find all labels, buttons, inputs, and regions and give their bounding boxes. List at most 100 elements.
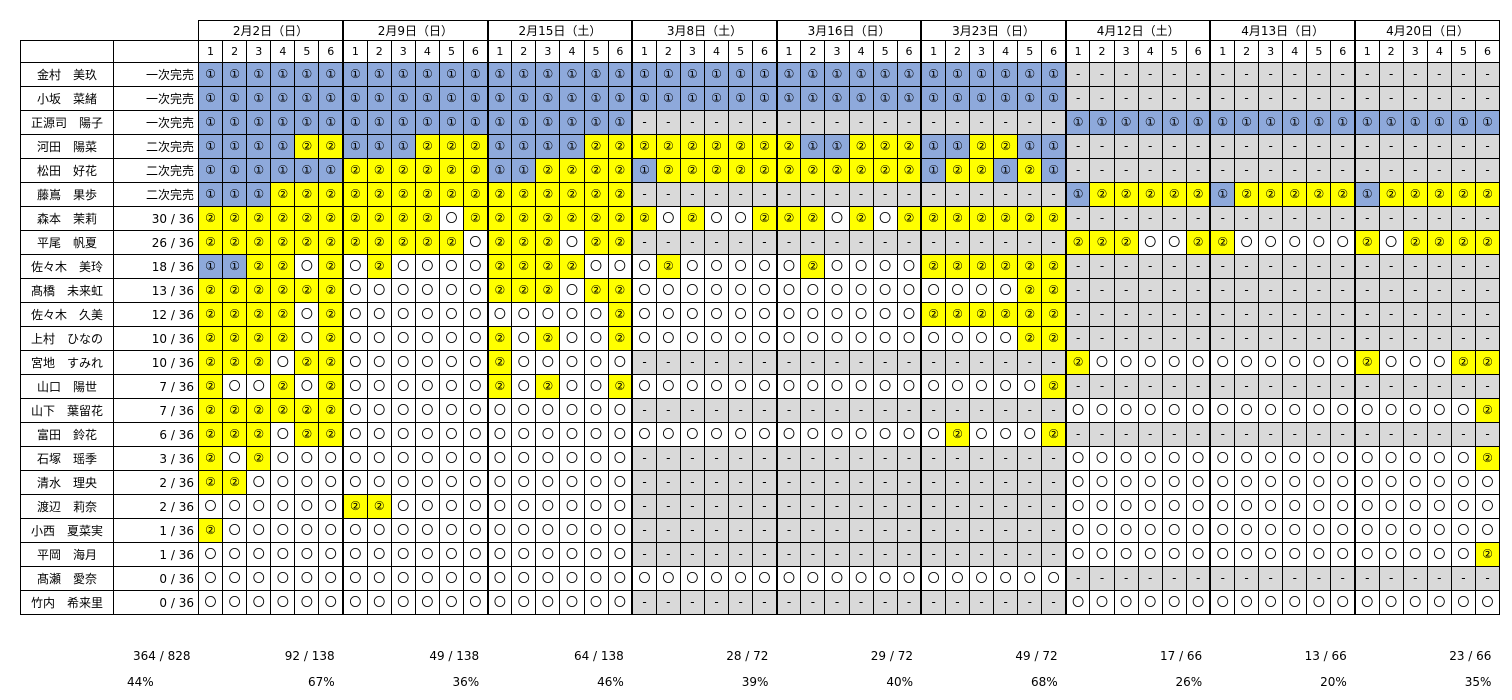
slot-cell: ① bbox=[197, 254, 224, 279]
slot-cell: - bbox=[703, 230, 730, 255]
slot-cell: - bbox=[800, 398, 826, 423]
slot-cell: - bbox=[631, 470, 657, 495]
slot-cell: 〇 bbox=[1450, 590, 1476, 615]
slot-cell: 〇 bbox=[342, 542, 368, 567]
slot-cell: ① bbox=[800, 62, 826, 87]
date-header: 3月8日（土） bbox=[631, 20, 778, 41]
slot-cell: 〇 bbox=[1402, 446, 1428, 471]
slot-cell: 〇 bbox=[342, 326, 368, 351]
slot-cell: 〇 bbox=[775, 326, 802, 351]
slot-cell: - bbox=[1017, 470, 1043, 495]
slot-cell: 〇 bbox=[583, 302, 609, 327]
slot-cell: ② bbox=[583, 230, 609, 255]
slot-cell: 〇 bbox=[1474, 590, 1501, 615]
slot-cell: - bbox=[1209, 62, 1236, 87]
member-status: 0 / 36 bbox=[113, 590, 199, 615]
slot-cell: - bbox=[631, 350, 657, 375]
slot-cell: 〇 bbox=[559, 566, 585, 591]
slot-header: 1 bbox=[1209, 40, 1236, 63]
slot-cell: - bbox=[775, 398, 802, 423]
slot-cell: ① bbox=[535, 134, 561, 159]
slot-header: 4 bbox=[559, 40, 585, 63]
slot-cell: ① bbox=[366, 62, 392, 87]
slot-cell: - bbox=[1137, 254, 1163, 279]
slot-cell: 〇 bbox=[1089, 542, 1115, 567]
slot-cell: - bbox=[1089, 302, 1115, 327]
table-row: 上村 ひなの 10 / 36 ② ② ② ② 〇 ② 〇〇〇〇〇〇 ② 〇 ② 〇〇 ② 〇〇〇〇〇〇〇〇〇… bbox=[20, 326, 1501, 351]
slot-cell: - bbox=[1402, 158, 1428, 183]
slot-cell: ② bbox=[486, 350, 513, 375]
slot-cell: ② bbox=[1041, 422, 1067, 447]
slot-cell: ② bbox=[246, 422, 272, 447]
slot-cell: - bbox=[703, 542, 730, 567]
slot-cell: - bbox=[1258, 374, 1284, 399]
slot-cell: 〇 bbox=[848, 374, 874, 399]
slot-cell: - bbox=[800, 494, 826, 519]
slot-cell: ② bbox=[1450, 182, 1476, 207]
slot-cell: 〇 bbox=[1161, 590, 1187, 615]
slot-cell: 〇 bbox=[1282, 350, 1308, 375]
slot-cell: - bbox=[1209, 254, 1236, 279]
member-name: 山口 陽世 bbox=[20, 374, 114, 399]
slot-cell: - bbox=[896, 230, 922, 255]
slot-header: 2 bbox=[366, 40, 392, 63]
slot-cell: 〇 bbox=[222, 566, 248, 591]
slot-cell: ② bbox=[366, 494, 392, 519]
slot-cell: - bbox=[752, 398, 778, 423]
slot-cell: - bbox=[1353, 302, 1380, 327]
slot-cell: 〇 bbox=[775, 254, 802, 279]
slot-cell: 〇 bbox=[294, 542, 320, 567]
slot-cell: - bbox=[655, 446, 681, 471]
slot-cell: ① bbox=[246, 182, 272, 207]
slot-cell: ② bbox=[414, 206, 440, 231]
slot-header: 3 bbox=[824, 40, 850, 63]
slot-cell: ② bbox=[1450, 230, 1476, 255]
slot-cell: ② bbox=[1474, 350, 1501, 375]
slot-cell: - bbox=[1306, 158, 1332, 183]
slot-cell: 〇 bbox=[486, 566, 513, 591]
slot-cell: ② bbox=[318, 182, 344, 207]
slot-cell: 〇 bbox=[679, 374, 705, 399]
slot-cell: ② bbox=[197, 326, 224, 351]
slot-cell: - bbox=[703, 110, 730, 135]
slot-cell: 〇 bbox=[848, 566, 874, 591]
slot-cell: ① bbox=[583, 62, 609, 87]
slot-cell: - bbox=[775, 230, 802, 255]
slot-cell: 〇 bbox=[1113, 590, 1139, 615]
slot-cell: ① bbox=[222, 158, 248, 183]
slot-cell: 〇 bbox=[872, 278, 898, 303]
slot-cell: 〇 bbox=[1258, 590, 1284, 615]
slot-cell: 〇 bbox=[655, 326, 681, 351]
slot-cell: - bbox=[1330, 254, 1356, 279]
header-blank bbox=[21, 21, 114, 41]
slot-cell: ① bbox=[800, 86, 826, 111]
slot-header: 2 bbox=[1378, 40, 1404, 63]
slot-header: 3 bbox=[1402, 40, 1428, 63]
slot-cell: 〇 bbox=[1234, 518, 1260, 543]
slot-cell: 〇 bbox=[366, 350, 392, 375]
slot-cell: 〇 bbox=[1450, 398, 1476, 423]
slot-cell: ① bbox=[1426, 110, 1452, 135]
slot-cell: - bbox=[920, 518, 946, 543]
slot-cell: 〇 bbox=[607, 590, 633, 615]
slot-cell: 〇 bbox=[1353, 494, 1380, 519]
slot-cell: 〇 bbox=[1113, 542, 1139, 567]
slot-cell: - bbox=[993, 230, 1019, 255]
slot-cell: ② bbox=[1017, 326, 1043, 351]
slot-cell: ② bbox=[246, 350, 272, 375]
slot-cell: 〇 bbox=[246, 566, 272, 591]
slot-cell: - bbox=[1474, 374, 1501, 399]
member-name: 小坂 菜緒 bbox=[20, 86, 114, 111]
slot-cell: 〇 bbox=[1113, 398, 1139, 423]
slot-cell: 〇 bbox=[366, 398, 392, 423]
slot-cell: - bbox=[1353, 326, 1380, 351]
slot-cell: 〇 bbox=[463, 590, 489, 615]
slot-cell: - bbox=[1282, 566, 1308, 591]
slot-cell: 〇 bbox=[1185, 446, 1211, 471]
slot-cell: 〇 bbox=[486, 470, 513, 495]
slot-cell: - bbox=[631, 182, 657, 207]
slot-cell: 〇 bbox=[583, 470, 609, 495]
slot-cell: ① bbox=[318, 86, 344, 111]
slot-cell: - bbox=[896, 182, 922, 207]
slot-cell: 〇 bbox=[1209, 398, 1236, 423]
